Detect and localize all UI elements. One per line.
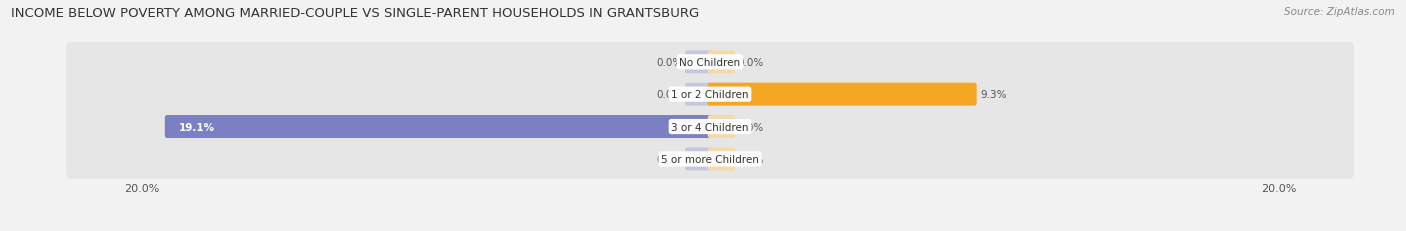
FancyBboxPatch shape bbox=[66, 43, 1354, 82]
FancyBboxPatch shape bbox=[685, 83, 713, 106]
Text: 5 or more Children: 5 or more Children bbox=[661, 154, 759, 164]
FancyBboxPatch shape bbox=[66, 75, 1354, 114]
Text: 0.0%: 0.0% bbox=[737, 122, 763, 132]
FancyBboxPatch shape bbox=[707, 148, 735, 171]
Text: 0.0%: 0.0% bbox=[737, 154, 763, 164]
Text: 3 or 4 Children: 3 or 4 Children bbox=[671, 122, 749, 132]
FancyBboxPatch shape bbox=[685, 148, 713, 171]
Text: 0.0%: 0.0% bbox=[657, 58, 683, 67]
Text: No Children: No Children bbox=[679, 58, 741, 67]
Text: 19.1%: 19.1% bbox=[179, 122, 215, 132]
Text: 9.3%: 9.3% bbox=[980, 90, 1007, 100]
Text: 1 or 2 Children: 1 or 2 Children bbox=[671, 90, 749, 100]
Text: Source: ZipAtlas.com: Source: ZipAtlas.com bbox=[1284, 7, 1395, 17]
FancyBboxPatch shape bbox=[685, 51, 713, 74]
FancyBboxPatch shape bbox=[707, 51, 735, 74]
FancyBboxPatch shape bbox=[707, 116, 735, 138]
Text: 0.0%: 0.0% bbox=[657, 154, 683, 164]
Legend: Married Couples, Single Parents: Married Couples, Single Parents bbox=[603, 229, 817, 231]
Text: 0.0%: 0.0% bbox=[737, 58, 763, 67]
FancyBboxPatch shape bbox=[66, 140, 1354, 179]
Text: 0.0%: 0.0% bbox=[657, 90, 683, 100]
FancyBboxPatch shape bbox=[707, 83, 977, 106]
FancyBboxPatch shape bbox=[165, 116, 713, 138]
FancyBboxPatch shape bbox=[66, 107, 1354, 147]
Text: INCOME BELOW POVERTY AMONG MARRIED-COUPLE VS SINGLE-PARENT HOUSEHOLDS IN GRANTSB: INCOME BELOW POVERTY AMONG MARRIED-COUPL… bbox=[11, 7, 700, 20]
